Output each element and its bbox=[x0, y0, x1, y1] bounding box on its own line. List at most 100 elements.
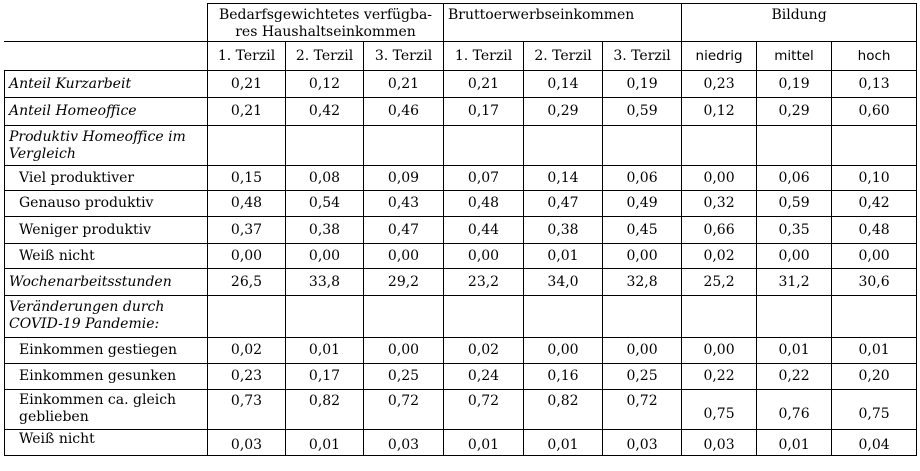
table-cell: 0,14 bbox=[523, 70, 604, 98]
table-cell: 0,01 bbox=[523, 429, 604, 456]
table-cell: 0,01 bbox=[443, 429, 525, 456]
table-cell: 0,23 bbox=[207, 363, 286, 390]
table-row: Anteil Homeoffice 0,21 0,42 0,46 0,17 0,… bbox=[4, 97, 918, 126]
subheader-cell: 2. Terzil bbox=[523, 41, 604, 71]
table-cell bbox=[523, 295, 604, 338]
table-cell: 0,03 bbox=[681, 429, 758, 456]
row-label: Genauso produktiv bbox=[4, 190, 208, 217]
table-cell bbox=[362, 125, 445, 166]
table-cell: 0,35 bbox=[756, 216, 833, 244]
header-group-bruttoerwerbseinkommen: Bruttoerwerbseinkommen bbox=[443, 3, 683, 42]
table-cell: 0,72 bbox=[443, 389, 525, 430]
table-cell: 0,03 bbox=[207, 429, 286, 456]
row-label: Weiß nicht bbox=[4, 243, 208, 269]
table-row: Anteil Kurzarbeit 0,21 0,12 0,21 0,21 0,… bbox=[4, 70, 918, 98]
subheader-cell: 1. Terzil bbox=[207, 41, 286, 71]
header-group-haushaltseinkommen: Bedarfsgewichtetes verfügba-res Haushalt… bbox=[206, 3, 445, 42]
table-cell: 0,60 bbox=[831, 97, 918, 126]
section-label: Veränderungen durch COVID-19 Pandemie: bbox=[4, 295, 208, 338]
table-cell bbox=[443, 125, 525, 166]
table-cell: 0,21 bbox=[443, 70, 525, 98]
table-cell: 0,16 bbox=[523, 363, 604, 390]
table-cell: 0,01 bbox=[285, 429, 364, 456]
table-cell: 0,02 bbox=[207, 337, 286, 364]
section-label: Produktiv Homeoffice im Vergleich bbox=[4, 125, 208, 166]
table-cell: 0,15 bbox=[207, 165, 286, 191]
table-cell: 0,02 bbox=[443, 337, 525, 364]
table-cell bbox=[831, 295, 918, 338]
table-cell: 0,42 bbox=[285, 97, 364, 126]
table-cell: 0,07 bbox=[443, 165, 525, 191]
table-cell: 0,14 bbox=[523, 165, 604, 191]
table-cell: 0,01 bbox=[831, 337, 918, 364]
header-group-bildung: Bildung bbox=[681, 3, 918, 42]
table-cell: 0,22 bbox=[681, 363, 758, 390]
table-row: Weiß nicht 0,00 0,00 0,00 0,00 0,01 0,00… bbox=[4, 243, 918, 269]
subheader-cell: 1. Terzil bbox=[443, 41, 525, 71]
table-cell: 0,73 bbox=[207, 389, 286, 430]
row-label: Anteil Homeoffice bbox=[4, 97, 208, 126]
table-cell: 26,5 bbox=[207, 268, 286, 296]
table-cell: 0,00 bbox=[602, 337, 683, 364]
table-cell: 0,21 bbox=[362, 70, 445, 98]
subheader-cell: 2. Terzil bbox=[285, 41, 364, 71]
table-cell bbox=[831, 125, 918, 166]
table-row: Weiß nicht 0,03 0,01 0,03 0,01 0,01 0,03… bbox=[4, 429, 918, 456]
table-cell bbox=[756, 295, 833, 338]
table-cell bbox=[681, 125, 758, 166]
table-cell: 0,17 bbox=[285, 363, 364, 390]
table-row: Viel produktiver 0,15 0,08 0,09 0,07 0,1… bbox=[4, 165, 918, 191]
table-cell: 0,48 bbox=[831, 216, 918, 244]
table-cell: 0,01 bbox=[285, 337, 364, 364]
table-cell: 0,54 bbox=[285, 190, 364, 217]
table-cell bbox=[602, 125, 683, 166]
table-cell bbox=[523, 125, 604, 166]
table-cell: 0,09 bbox=[362, 165, 445, 191]
table-cell: 0,82 bbox=[285, 389, 364, 430]
table-cell: 0,06 bbox=[602, 165, 683, 191]
table-cell: 0,42 bbox=[831, 190, 918, 217]
subheader-cell: mittel bbox=[756, 41, 833, 71]
table-cell: 0,12 bbox=[681, 97, 758, 126]
table-cell bbox=[681, 295, 758, 338]
subheader-cell: hoch bbox=[831, 41, 918, 71]
table-cell: 0,72 bbox=[362, 389, 445, 430]
table-cell: 0,00 bbox=[681, 165, 758, 191]
results-table: Bedarfsgewichtetes verfügba-res Haushalt… bbox=[4, 3, 918, 456]
table-cell: 0,37 bbox=[207, 216, 286, 244]
table-cell: 0,22 bbox=[756, 363, 833, 390]
table-cell: 0,00 bbox=[681, 337, 758, 364]
table-cell: 0,03 bbox=[602, 429, 683, 456]
table-cell: 0,19 bbox=[602, 70, 683, 98]
table-cell: 0,21 bbox=[207, 97, 286, 126]
table-cell bbox=[285, 295, 364, 338]
table-cell: 0,76 bbox=[756, 389, 833, 430]
table-cell: 0,10 bbox=[831, 165, 918, 191]
table-cell bbox=[443, 295, 525, 338]
table-cell: 0,00 bbox=[756, 243, 833, 269]
row-label: Einkommen ca. gleich geblieben bbox=[4, 389, 208, 430]
table-cell: 0,82 bbox=[523, 389, 604, 430]
table-cell: 25,2 bbox=[681, 268, 758, 296]
table-cell: 0,01 bbox=[756, 337, 833, 364]
subheader-cell: 3. Terzil bbox=[362, 41, 445, 71]
table-row: Einkommen gesunken 0,23 0,17 0,25 0,24 0… bbox=[4, 363, 918, 390]
table-cell bbox=[602, 295, 683, 338]
header-corner-cell bbox=[4, 3, 208, 42]
table-cell: 0,38 bbox=[523, 216, 604, 244]
table-cell: 0,45 bbox=[602, 216, 683, 244]
table-cell: 0,25 bbox=[602, 363, 683, 390]
table-section-row: Veränderungen durch COVID-19 Pandemie: bbox=[4, 295, 918, 338]
table-row: Genauso produktiv 0,48 0,54 0,43 0,48 0,… bbox=[4, 190, 918, 217]
table-row: Wochenarbeitsstunden 26,5 33,8 29,2 23,2… bbox=[4, 268, 918, 296]
table-cell bbox=[362, 295, 445, 338]
table-cell: 0,00 bbox=[602, 243, 683, 269]
table-cell: 0,48 bbox=[443, 190, 525, 217]
table-cell: 0,13 bbox=[831, 70, 918, 98]
table-cell: 0,49 bbox=[602, 190, 683, 217]
table-cell: 0,47 bbox=[523, 190, 604, 217]
row-label: Viel produktiver bbox=[4, 165, 208, 191]
table-cell: 0,23 bbox=[681, 70, 758, 98]
table-cell: 23,2 bbox=[443, 268, 525, 296]
header-corner-cell-lower bbox=[4, 41, 208, 71]
